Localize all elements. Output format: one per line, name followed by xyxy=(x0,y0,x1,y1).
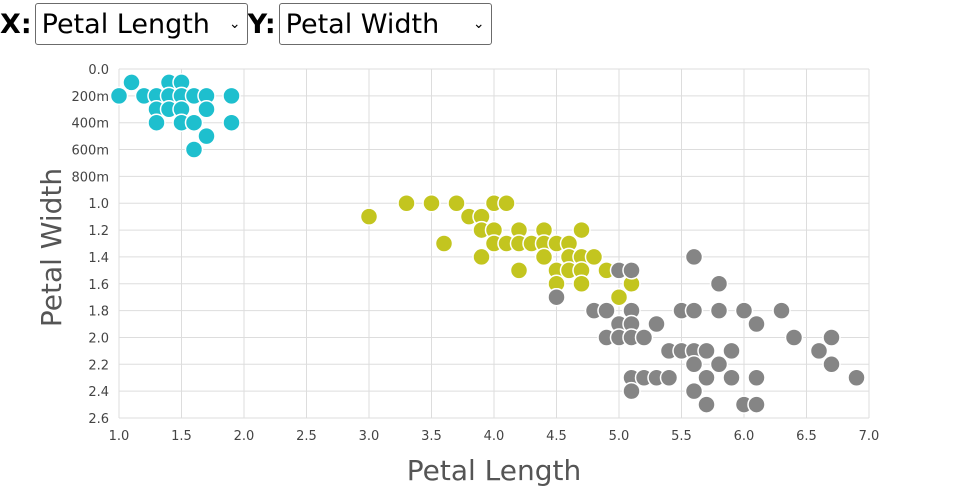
x-tick-label: 3.0 xyxy=(359,429,380,444)
point-virginica xyxy=(722,368,741,387)
point-versicolor xyxy=(572,220,591,240)
point-virginica xyxy=(772,301,791,320)
point-setosa xyxy=(222,86,241,106)
point-versicolor xyxy=(572,274,591,294)
point-virginica xyxy=(697,395,716,414)
point-virginica xyxy=(709,355,729,374)
point-virginica xyxy=(709,301,729,320)
point-versicolor xyxy=(534,247,554,267)
x-tick-label: 6.5 xyxy=(796,429,817,444)
x-tick-label: 4.5 xyxy=(546,429,567,444)
point-versicolor xyxy=(609,287,629,307)
point-setosa xyxy=(109,86,129,106)
point-virginica xyxy=(822,355,841,374)
point-versicolor xyxy=(509,261,529,280)
point-virginica xyxy=(622,381,641,401)
x-tick-label: 2.0 xyxy=(234,429,255,444)
x-tick-label: 7.0 xyxy=(859,429,880,444)
x-tick-label: 3.5 xyxy=(421,429,442,444)
x-axis-select[interactable]: Petal Length ⌄ xyxy=(34,3,248,45)
point-setosa xyxy=(147,113,166,132)
point-setosa xyxy=(184,113,204,132)
x-tick-label: 1.0 xyxy=(109,429,130,444)
y-tick-label: 400m xyxy=(72,117,109,132)
x-axis-dropdown[interactable]: Petal Length xyxy=(35,4,247,44)
point-versicolor xyxy=(359,207,379,226)
point-setosa xyxy=(197,126,216,146)
point-virginica xyxy=(747,314,766,334)
point-virginica xyxy=(809,341,829,361)
point-virginica xyxy=(684,301,704,320)
point-virginica xyxy=(597,301,616,320)
y-tick-label: 1.2 xyxy=(88,224,109,239)
point-virginica xyxy=(697,341,716,361)
point-virginica xyxy=(747,368,766,387)
point-virginica xyxy=(697,368,716,387)
y-tick-label: 2.6 xyxy=(88,412,109,427)
y-tick-label: 0.0 xyxy=(88,63,109,78)
point-virginica xyxy=(647,314,666,334)
point-versicolor xyxy=(447,193,466,213)
point-setosa xyxy=(222,113,241,132)
x-axis-label: X: xyxy=(0,8,32,40)
point-virginica xyxy=(684,381,704,401)
point-virginica xyxy=(722,341,741,361)
y-axis-select[interactable]: Petal Width ⌄ xyxy=(278,3,492,45)
point-virginica xyxy=(784,328,804,347)
point-versicolor xyxy=(434,234,454,253)
y-tick-label: 1.4 xyxy=(88,251,109,266)
point-setosa xyxy=(122,73,141,92)
point-virginica xyxy=(734,301,754,320)
x-tick-labels: 1.0 1.5 2.0 2.5 3.0 3.5 4.0 4.5 5.0 5.5 6.0 6.5 7.0 xyxy=(109,429,880,444)
x-axis-title: Petal Length xyxy=(407,454,582,487)
point-virginica xyxy=(709,274,729,294)
point-virginica xyxy=(634,328,654,347)
y-axis-label: Y: xyxy=(247,8,276,40)
y-tick-label: 200m xyxy=(72,90,109,105)
point-versicolor xyxy=(397,193,416,213)
point-virginica xyxy=(659,368,679,387)
point-versicolor xyxy=(422,193,441,213)
y-axis-dropdown[interactable]: Petal Width xyxy=(279,4,491,44)
point-setosa xyxy=(184,140,204,159)
y-tick-label: 1.0 xyxy=(88,197,109,212)
y-tick-label: 2.4 xyxy=(88,385,109,400)
y-tick-label: 600m xyxy=(72,144,109,159)
point-virginica xyxy=(684,355,704,374)
y-tick-label: 1.6 xyxy=(88,278,109,293)
y-axis-title: Petal Width xyxy=(35,168,68,327)
y-tick-label: 800m xyxy=(72,170,109,185)
x-tick-label: 5.0 xyxy=(609,429,630,444)
point-versicolor xyxy=(497,193,516,213)
x-tick-label: 6.0 xyxy=(734,429,755,444)
y-tick-label: 1.8 xyxy=(88,305,109,320)
point-virginica xyxy=(684,247,704,267)
x-tick-label: 5.5 xyxy=(671,429,692,444)
data-points xyxy=(109,73,866,414)
point-virginica xyxy=(547,287,566,307)
point-virginica xyxy=(622,261,641,280)
axis-controls: X: Petal Length ⌄ Y: Petal Width ⌄ xyxy=(0,0,492,48)
x-tick-label: 1.5 xyxy=(171,429,192,444)
point-virginica xyxy=(747,395,766,414)
y-tick-label: 2.0 xyxy=(88,331,109,346)
y-tick-labels: 0.0 200m 400m 600m 800m 1.0 1.2 1.4 1.6 1.8 2.0 2.2… xyxy=(72,63,109,427)
point-versicolor xyxy=(472,247,491,267)
point-versicolor xyxy=(584,247,604,267)
point-setosa xyxy=(197,100,216,119)
point-virginica xyxy=(847,368,866,387)
y-tick-label: 2.2 xyxy=(88,358,109,373)
point-virginica xyxy=(822,328,841,347)
x-tick-label: 4.0 xyxy=(484,429,505,444)
x-tick-label: 2.5 xyxy=(296,429,317,444)
